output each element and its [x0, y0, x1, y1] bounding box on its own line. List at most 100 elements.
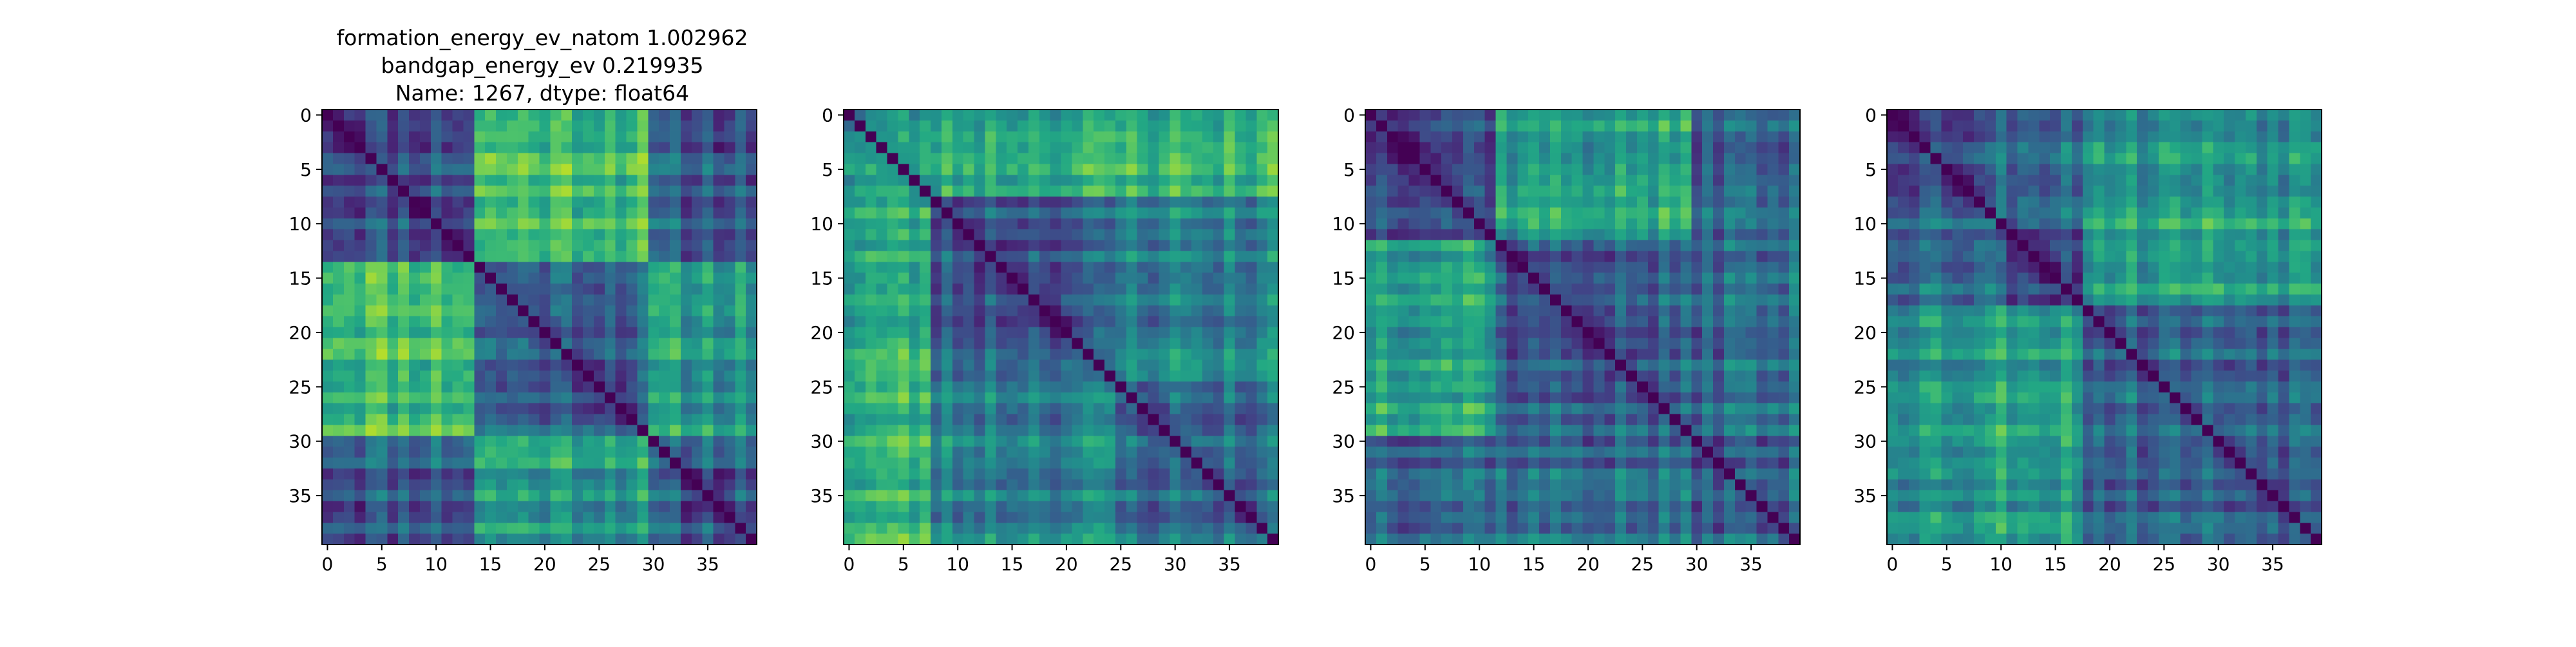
heatmap-cell [887, 262, 898, 273]
heatmap-cell [703, 512, 714, 523]
heatmap-cell [540, 436, 551, 447]
heatmap-cell [1670, 153, 1681, 164]
heatmap-cell [1072, 262, 1083, 273]
heatmap-cell [637, 490, 648, 501]
heatmap-cell [1202, 523, 1213, 534]
heatmap-cell [1561, 197, 1572, 208]
heatmap-cell [366, 534, 377, 545]
heatmap-cell [1018, 327, 1028, 338]
heatmap-cell [1778, 229, 1789, 240]
heatmap-cell [507, 284, 518, 295]
heatmap-cell [1398, 251, 1409, 262]
heatmap-cell [1626, 381, 1637, 392]
heatmap-cell [996, 349, 1007, 360]
heatmap-cell [1159, 273, 1170, 284]
heatmap-cell [1245, 229, 1256, 240]
heatmap-cell [942, 284, 952, 295]
heatmap-cell [963, 468, 974, 479]
heatmap-cell [963, 316, 974, 327]
heatmap-cell [1648, 208, 1659, 218]
heatmap-cell [496, 403, 507, 414]
heatmap-cell [550, 262, 561, 273]
heatmap-cell [1245, 381, 1256, 392]
heatmap-cell [703, 131, 714, 142]
heatmap-cell [1441, 305, 1452, 316]
heatmap-cell [1159, 414, 1170, 425]
heatmap-cell [1398, 131, 1409, 142]
heatmap-cell [1691, 458, 1702, 468]
heatmap-cell [1213, 327, 1224, 338]
heatmap-cell [540, 414, 551, 425]
heatmap-cell [1778, 316, 1789, 327]
heatmap-cell [1463, 284, 1474, 295]
heatmap-cell [1126, 414, 1137, 425]
heatmap-cell [1572, 295, 1583, 305]
heatmap-cell [453, 403, 464, 414]
y-tick-label: 25 [810, 376, 833, 398]
heatmap-cell [583, 338, 594, 349]
heatmap-cell [572, 468, 583, 479]
heatmap-cell [1191, 316, 1202, 327]
heatmap-cell [540, 229, 551, 240]
heatmap-cell [1245, 458, 1256, 468]
heatmap-cell [746, 371, 757, 381]
heatmap-cell [1485, 284, 1496, 295]
heatmap-cell [1028, 164, 1039, 175]
heatmap-cell [1767, 131, 1778, 142]
heatmap-cell [1256, 153, 1267, 164]
heatmap-cell [507, 153, 518, 164]
heatmap-cell [746, 305, 757, 316]
heatmap-cell [1137, 392, 1148, 403]
heatmap-cell [1724, 327, 1735, 338]
heatmap-cell [648, 468, 659, 479]
heatmap-cell [1517, 501, 1528, 512]
heatmap-cell [1528, 425, 1539, 436]
heatmap-cell [1256, 523, 1267, 534]
heatmap-cell [1180, 381, 1191, 392]
x-tick-label: 25 [1631, 554, 1654, 575]
heatmap-cell [1148, 153, 1159, 164]
heatmap-cell [453, 305, 464, 316]
heatmap-cell [540, 164, 551, 175]
heatmap-cell [1419, 425, 1430, 436]
heatmap-cell [1061, 186, 1072, 197]
y-tick-label: 15 [289, 268, 312, 289]
heatmap-cell [985, 131, 996, 142]
heatmap-cell [333, 403, 344, 414]
heatmap-cell [355, 436, 366, 447]
heatmap-cell [344, 316, 355, 327]
heatmap-cell [1441, 436, 1452, 447]
heatmap-cell [1180, 273, 1191, 284]
heatmap-cell [550, 229, 561, 240]
heatmap-cell [322, 164, 333, 175]
heatmap-cell [1583, 164, 1594, 175]
heatmap-cell [376, 371, 387, 381]
heatmap-cell [714, 186, 724, 197]
heatmap-cell [974, 208, 985, 218]
heatmap-cell [355, 523, 366, 534]
heatmap-cell [1528, 186, 1539, 197]
heatmap-cell [1148, 479, 1159, 490]
heatmap-cell [1398, 175, 1409, 186]
heatmap-cell [931, 490, 942, 501]
y-tick-label: 20 [289, 322, 312, 343]
heatmap-cell [409, 262, 420, 273]
heatmap-cell [648, 338, 659, 349]
heatmap-cell [1061, 327, 1072, 338]
heatmap-cell [616, 338, 627, 349]
heatmap-cell [1648, 262, 1659, 273]
heatmap-cell [1387, 273, 1398, 284]
heatmap-cell [366, 360, 377, 371]
heatmap-cell [1213, 175, 1224, 186]
heatmap-cell [1485, 338, 1496, 349]
heatmap-cell [855, 208, 866, 218]
heatmap-cell [1702, 327, 1713, 338]
heatmap-cell [1028, 186, 1039, 197]
heatmap-cell [659, 121, 670, 131]
heatmap-cell [1517, 327, 1528, 338]
heatmap-cell [387, 218, 398, 229]
heatmap-cell [540, 153, 551, 164]
heatmap-cell [1637, 371, 1648, 381]
heatmap-cell [659, 338, 670, 349]
heatmap-cell [1463, 523, 1474, 534]
